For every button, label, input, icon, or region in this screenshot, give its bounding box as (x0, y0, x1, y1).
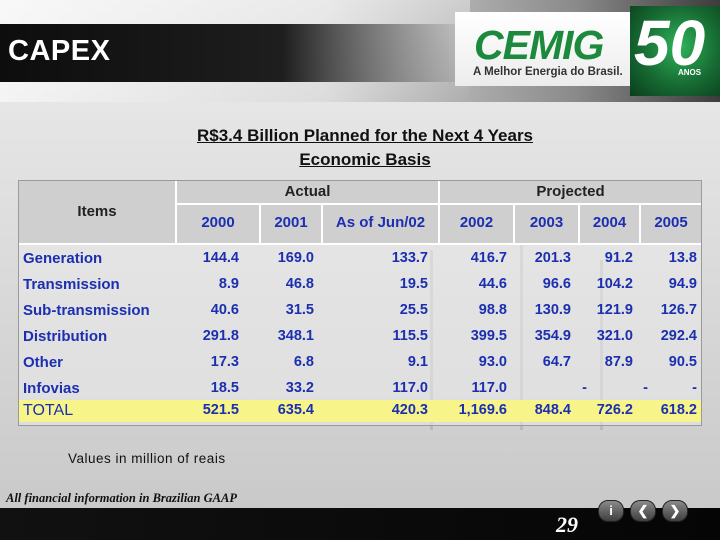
table-cell: 291.8 (202, 328, 239, 344)
grid-line (19, 243, 701, 245)
next-slide-button[interactable]: ❯ (662, 500, 688, 522)
table-cell: 169.0 (277, 250, 314, 266)
info-button[interactable]: i (598, 500, 624, 522)
column-header: 2001 (274, 214, 308, 231)
table-cell: 354.9 (534, 328, 571, 344)
table-cell: 96.6 (542, 276, 571, 292)
grid-line (321, 203, 323, 243)
table-cell: 126.7 (660, 302, 697, 318)
row-label-distribution: Distribution (23, 328, 108, 345)
table-cell: 104.2 (596, 276, 633, 292)
anniversary-number: 50 (634, 7, 706, 79)
table-cell: 90.5 (668, 354, 697, 370)
previous-slide-button[interactable]: ❮ (630, 500, 656, 522)
grid-line (175, 181, 177, 243)
anniversary-emblem (630, 6, 720, 96)
anniversary-label: ANOS (678, 68, 702, 77)
table-cell: 91.2 (604, 250, 633, 266)
grid-line (259, 203, 261, 243)
table-cell: 321.0 (596, 328, 633, 344)
table-cell: 94.9 (668, 276, 697, 292)
table-cell: 8.9 (218, 276, 239, 292)
table-cell: 399.5 (470, 328, 507, 344)
table-cell: 87.9 (604, 354, 633, 370)
logo-tagline: A Melhor Energia do Brasil. (473, 66, 623, 78)
capex-table: Items Actual Projected 2000 2001 As of J… (18, 180, 702, 426)
table-cell-total: 726.2 (596, 402, 633, 418)
table-cell: 44.6 (478, 276, 507, 292)
units-note: Values in million of reais (68, 451, 226, 466)
table-cell: 13.8 (668, 250, 697, 266)
table-cell-total: 635.4 (277, 402, 314, 418)
column-header: 2004 (592, 214, 627, 231)
grid-line (175, 203, 701, 205)
subtitle-line-1: R$3.4 Billion Planned for the Next 4 Yea… (196, 126, 534, 145)
row-label-other: Other (23, 354, 64, 371)
table-cell-total: 420.3 (391, 402, 428, 418)
grid-line (578, 203, 580, 243)
table-cell: 46.8 (285, 276, 314, 292)
cemig-logo: CEMIG (474, 22, 604, 68)
table-cell-total: 848.4 (534, 402, 571, 418)
column-header: 2003 (529, 214, 564, 231)
grid-line (438, 181, 440, 243)
table-cell: 33.2 (285, 380, 314, 396)
table-cell-total: 521.5 (202, 402, 239, 418)
table-cell: 201.3 (534, 250, 571, 266)
items-header: Items (77, 203, 117, 220)
logo-panel (455, 12, 630, 86)
table-cell: - (582, 380, 587, 396)
projected-header: Projected (536, 183, 605, 200)
table-cell: 117.0 (392, 380, 429, 396)
page-title: CAPEX (8, 35, 111, 67)
table-cell: 25.5 (399, 302, 428, 318)
table-cell: - (692, 380, 697, 396)
subtitle-line-2: Economic Basis (299, 150, 431, 169)
gaap-footnote: All financial information in Brazilian G… (6, 491, 237, 505)
row-label-sub-transmission: Sub-transmission (23, 302, 150, 319)
row-label-infovias: Infovias (23, 380, 80, 397)
column-header: 2000 (201, 214, 235, 231)
table-cell-total: 1,169.6 (458, 402, 507, 418)
table-cell: 144.4 (202, 250, 239, 266)
table-cell: 416.7 (470, 250, 507, 266)
grid-line (639, 203, 641, 243)
title-bar (0, 24, 470, 82)
table-cell-total: 618.2 (660, 402, 697, 418)
row-label-total: TOTAL (23, 402, 74, 419)
column-header: As of Jun/02 (335, 214, 426, 231)
table-cell: 6.8 (293, 354, 314, 370)
table-cell: 64.7 (542, 354, 571, 370)
grid-line (513, 203, 515, 243)
table-cell: 19.5 (399, 276, 428, 292)
table-header-block (19, 181, 701, 243)
table-cell: 40.6 (210, 302, 239, 318)
table-cell: 17.3 (210, 354, 239, 370)
table-cell: 117.0 (471, 380, 508, 396)
table-cell: 115.5 (392, 328, 429, 344)
row-label-transmission: Transmission (23, 276, 120, 293)
total-row-highlight (19, 400, 701, 422)
table-cell: 130.9 (534, 302, 571, 318)
table-cell: 9.1 (407, 354, 428, 370)
table-cell: 133.7 (391, 250, 428, 266)
table-cell: 121.9 (596, 302, 633, 318)
table-cell: 292.4 (660, 328, 697, 344)
table-cell: 18.5 (210, 380, 239, 396)
page-number: 29 (556, 512, 578, 537)
table-cell: 93.0 (478, 354, 507, 370)
actual-header: Actual (284, 183, 331, 200)
table-cell: - (643, 380, 648, 396)
column-header: 2005 (654, 214, 688, 231)
table-cell: 348.1 (277, 328, 314, 344)
table-cell: 31.5 (285, 302, 314, 318)
table-cell: 98.8 (478, 302, 507, 318)
column-header: 2002 (459, 214, 494, 231)
row-label-generation: Generation (23, 250, 103, 267)
